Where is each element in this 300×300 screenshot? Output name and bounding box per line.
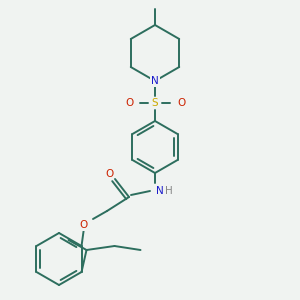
Text: N: N [151, 76, 159, 86]
Text: O: O [177, 98, 185, 108]
Text: S: S [152, 98, 158, 108]
Text: O: O [125, 98, 133, 108]
Text: O: O [80, 220, 88, 230]
Text: N: N [156, 186, 164, 196]
Text: O: O [105, 169, 113, 179]
Text: H: H [165, 186, 173, 196]
